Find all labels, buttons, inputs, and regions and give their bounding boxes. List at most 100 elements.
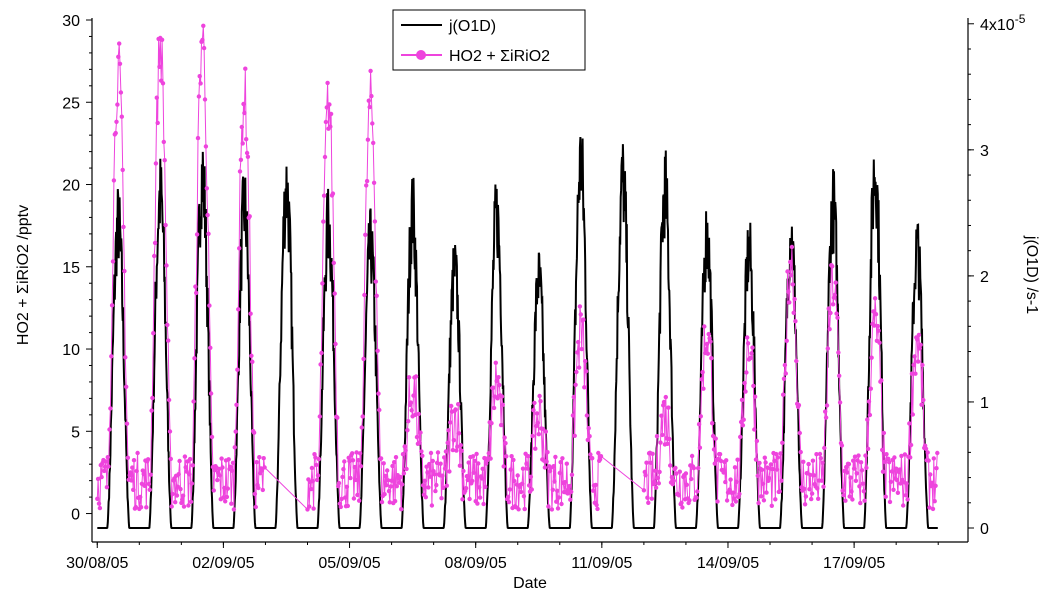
series-point-hox xyxy=(447,469,452,474)
series-point-hox xyxy=(389,478,394,483)
series-point-hox xyxy=(134,468,139,474)
series-point-hox xyxy=(105,455,111,460)
series-point-hox xyxy=(769,503,774,508)
series-point-hox xyxy=(458,443,463,448)
series-point-hox xyxy=(449,403,454,409)
series-point-hox xyxy=(858,500,863,506)
series-point-hox xyxy=(162,158,167,163)
series-point-hox xyxy=(161,139,166,145)
y-tick-label-right: 4x10-5 xyxy=(980,12,1026,34)
series-point-hox xyxy=(148,472,153,477)
series-point-hox xyxy=(124,421,130,426)
series-point-hox xyxy=(854,471,859,476)
series-point-hox xyxy=(652,479,657,484)
series-point-hox xyxy=(464,474,470,479)
series-point-hox xyxy=(704,341,710,347)
series-point-hox xyxy=(370,121,375,126)
series-point-hox xyxy=(362,292,367,298)
series-point-hox xyxy=(308,486,314,492)
series-point-hox xyxy=(755,473,760,478)
series-point-hox xyxy=(149,408,154,413)
series-point-hox xyxy=(644,460,649,465)
series-point-hox xyxy=(491,405,497,411)
series-point-hox xyxy=(915,337,920,342)
series-point-hox xyxy=(319,350,324,356)
series-point-hox xyxy=(728,477,733,482)
series-point-hox xyxy=(217,473,223,478)
series-point-hox xyxy=(190,463,195,468)
series-point-hox xyxy=(507,487,513,492)
series-point-hox xyxy=(657,469,662,475)
series-point-hox xyxy=(549,507,555,512)
series-point-hox xyxy=(788,273,794,278)
series-point-hox xyxy=(817,451,823,457)
series-point-hox xyxy=(95,476,101,482)
series-point-hox xyxy=(314,477,320,483)
series-point-hox xyxy=(811,473,816,478)
series-point-hox xyxy=(925,450,930,455)
series-point-hox xyxy=(224,494,230,500)
series-point-hox xyxy=(357,451,363,456)
series-point-hox xyxy=(387,500,392,505)
series-point-hox xyxy=(211,488,216,493)
series-point-hox xyxy=(533,446,538,451)
series-point-hox xyxy=(317,414,322,419)
series-point-hox xyxy=(463,486,469,491)
series-point-hox xyxy=(170,491,175,497)
series-point-hox xyxy=(516,507,521,512)
series-point-hox xyxy=(352,464,357,470)
series-point-hox xyxy=(382,492,387,497)
series-point-hox xyxy=(119,114,125,119)
series-point-hox xyxy=(773,497,778,502)
series-point-hox xyxy=(353,477,358,483)
series-point-hox xyxy=(849,489,854,494)
series-point-hox xyxy=(417,440,422,445)
series-point-hox xyxy=(789,244,795,250)
series-point-hox xyxy=(335,415,340,420)
series-point-hox xyxy=(340,474,345,480)
series-point-hox xyxy=(321,219,326,224)
series-point-hox xyxy=(581,317,586,322)
series-point-hox xyxy=(926,458,931,463)
series-point-hox xyxy=(743,389,748,394)
series-point-hox xyxy=(108,406,113,411)
series-point-hox xyxy=(695,489,700,494)
series-point-hox xyxy=(477,495,483,500)
series-point-hox xyxy=(502,435,507,440)
series-point-hox xyxy=(316,456,322,462)
series-point-hox xyxy=(590,456,595,461)
series-point-hox xyxy=(738,434,743,440)
series-point-hox xyxy=(754,438,760,444)
series-point-hox xyxy=(708,339,713,344)
series-point-hox xyxy=(733,499,739,504)
series-point-hox xyxy=(109,354,114,359)
series-point-hox xyxy=(392,498,398,504)
series-point-hox xyxy=(247,214,252,219)
x-tick-label: 02/09/05 xyxy=(192,555,254,572)
series-point-hox xyxy=(480,466,485,471)
series-point-hox xyxy=(442,455,447,460)
series-point-hox xyxy=(565,491,570,496)
series-point-hox xyxy=(846,461,852,467)
series-point-hox xyxy=(357,498,362,503)
series-point-hox xyxy=(569,489,574,494)
series-point-hox xyxy=(406,375,412,380)
series-point-hox xyxy=(932,499,937,504)
series-point-hox xyxy=(735,457,740,462)
series-point-hox xyxy=(129,478,134,483)
series-point-hox xyxy=(547,468,553,474)
series-point-hox xyxy=(124,384,129,389)
series-point-hox xyxy=(154,95,159,100)
series-point-hox xyxy=(684,482,689,487)
series-point-hox xyxy=(180,497,185,502)
series-point-hox xyxy=(834,311,839,316)
series-point-hox xyxy=(200,37,205,43)
series-point-hox xyxy=(774,467,780,472)
series-point-hox xyxy=(904,481,909,486)
series-point-hox xyxy=(836,350,841,355)
series-point-hox xyxy=(689,476,694,482)
series-point-hox xyxy=(703,347,709,352)
series-point-hox xyxy=(879,378,884,383)
series-point-hox xyxy=(711,447,717,452)
series-point-hox xyxy=(208,345,213,350)
